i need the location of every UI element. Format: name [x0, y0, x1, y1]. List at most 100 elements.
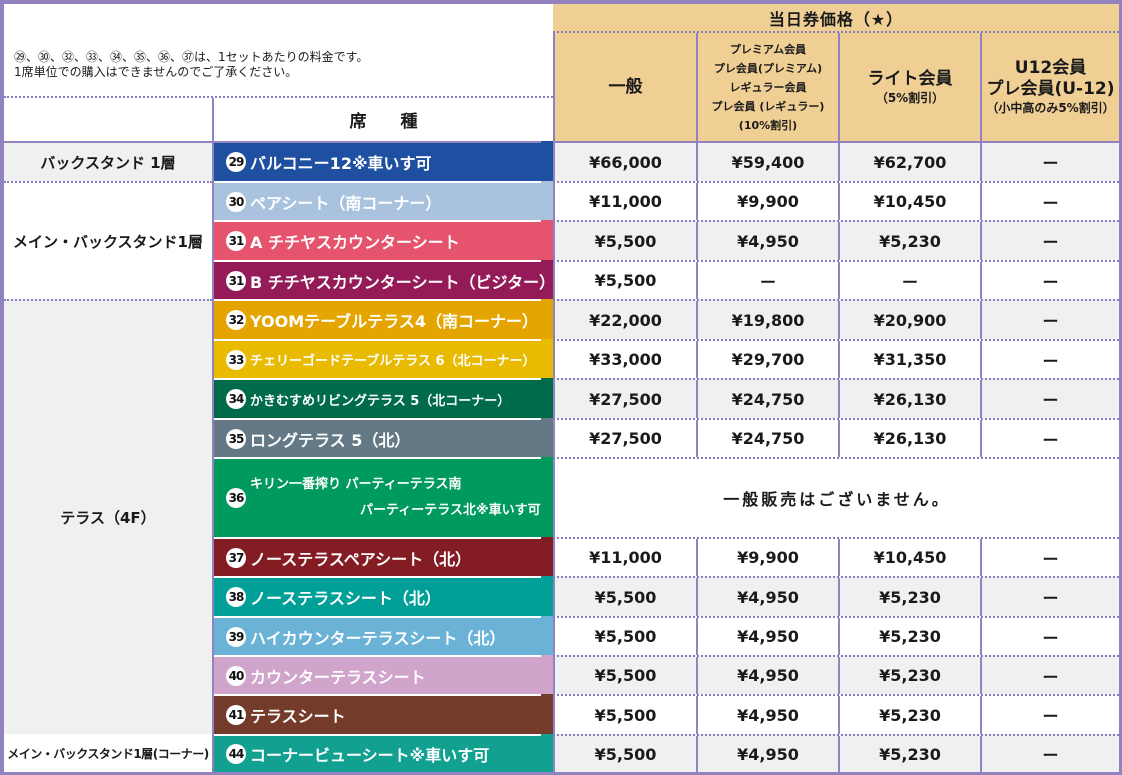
- price-u12: ー: [980, 539, 1119, 576]
- price-u12: ー: [980, 380, 1119, 418]
- seat-name: ノーステラスペアシート（北）: [250, 549, 472, 569]
- price-u12: ー: [980, 736, 1119, 772]
- price-row-40: ¥5,500 ¥4,950 ¥5,230 ー: [553, 655, 1119, 694]
- seat-name: ペアシート（南コーナー）: [250, 193, 442, 213]
- seat-name: かきむすめリビングテラス 5（北コーナー）: [250, 393, 511, 409]
- price-u12: ー: [980, 618, 1119, 655]
- price-group-header: 当日券価格（★）: [553, 4, 1119, 33]
- number-badge-icon: 33: [226, 349, 246, 370]
- number-badge-icon: 39: [226, 626, 246, 647]
- group-main-backstand-1f: メイン・バックスタンド1層: [4, 181, 212, 299]
- col-header-general: 一般: [553, 33, 696, 141]
- price-premium: ¥4,950: [696, 657, 838, 694]
- price-row-37: ¥11,000 ¥9,900 ¥10,450 ー: [553, 537, 1119, 576]
- price-u12: ー: [980, 262, 1119, 299]
- seat-name: チェリーゴードテーブルテラス 6（北コーナー）: [250, 354, 536, 369]
- price-light: ¥20,900: [838, 301, 980, 339]
- price-general: ¥66,000: [553, 143, 696, 181]
- seat-name: コーナービューシート※車いす可: [250, 746, 490, 765]
- price-premium: ¥4,950: [696, 578, 838, 616]
- price-general: ¥11,000: [553, 183, 696, 220]
- price-premium: ¥24,750: [696, 420, 838, 457]
- seat-name: ロングテラス 5（北）: [250, 430, 411, 450]
- number-badge-icon: 30: [226, 191, 246, 212]
- price-premium: ¥4,950: [696, 736, 838, 772]
- price-premium: ¥9,900: [696, 183, 838, 220]
- price-light: ¥5,230: [838, 222, 980, 260]
- price-general: ¥22,000: [553, 301, 696, 339]
- group-header-blank: [4, 98, 212, 141]
- price-light: ¥26,130: [838, 380, 980, 418]
- number-badge-icon: 31: [226, 270, 246, 291]
- seat-name: ノーステラスシート（北）: [250, 589, 441, 608]
- price-light: ¥5,230: [838, 657, 980, 694]
- price-premium: ¥19,800: [696, 301, 838, 339]
- seat-name: テラスシート: [250, 707, 346, 726]
- no-sale-notice: 一般販売はございません。: [553, 459, 1119, 537]
- price-premium: ¥4,950: [696, 222, 838, 260]
- seat-row-33: 33 チェリーゴードテーブルテラス 6（北コーナー）: [212, 339, 553, 378]
- price-light: ¥5,230: [838, 618, 980, 655]
- seat-name: バルコニー12※車いす可: [250, 154, 432, 173]
- seat-row-40: 40 カウンターテラスシート: [212, 655, 553, 694]
- price-row-32: ¥22,000 ¥19,800 ¥20,900 ー: [553, 299, 1119, 339]
- price-general: ¥5,500: [553, 657, 696, 694]
- price-u12: ー: [980, 657, 1119, 694]
- price-light: ¥10,450: [838, 183, 980, 220]
- group-corner: メイン・バックスタンド1層(コーナー): [7, 746, 209, 761]
- price-row-39: ¥5,500 ¥4,950 ¥5,230 ー: [553, 616, 1119, 655]
- price-light: ¥26,130: [838, 420, 980, 457]
- price-row-35: ¥27,500 ¥24,750 ¥26,130 ー: [553, 418, 1119, 457]
- price-row-30: ¥11,000 ¥9,900 ¥10,450 ー: [553, 181, 1119, 220]
- price-general: ¥11,000: [553, 539, 696, 576]
- price-light: ¥5,230: [838, 736, 980, 772]
- number-badge-icon: 31: [226, 231, 246, 251]
- seat-row-44: 44 コーナービューシート※車いす可: [212, 734, 553, 772]
- seat-name: A チチヤスカウンターシート: [250, 233, 460, 252]
- col-header-light: ライト会員 （5%割引）: [838, 33, 980, 141]
- seat-row-36: 36 キリン一番搾り パーティーテラス南 パーティーテラス北※車いす可: [212, 457, 553, 537]
- price-general: ¥5,500: [553, 222, 696, 260]
- price-u12: ー: [980, 301, 1119, 339]
- price-premium: ¥4,950: [696, 696, 838, 734]
- number-badge-icon: 40: [226, 665, 246, 686]
- seat-row-34: 34 かきむすめリビングテラス 5（北コーナー）: [212, 378, 553, 418]
- price-row-29: ¥66,000 ¥59,400 ¥62,700 ー: [553, 141, 1119, 181]
- price-premium: ー: [696, 262, 838, 299]
- seat-row-41: 41 テラスシート: [212, 694, 553, 734]
- price-general: ¥5,500: [553, 618, 696, 655]
- price-general: ¥33,000: [553, 341, 696, 378]
- seat-row-39: 39 ハイカウンターテラスシート（北）: [212, 616, 553, 655]
- seat-row-35: 35 ロングテラス 5（北）: [212, 418, 553, 457]
- seat-name-line-1: キリン一番搾り パーティーテラス南: [250, 477, 462, 492]
- price-u12: ー: [980, 222, 1119, 260]
- number-badge-icon: 38: [226, 587, 246, 607]
- price-light: ¥62,700: [838, 143, 980, 181]
- price-u12: ー: [980, 183, 1119, 220]
- price-general: ¥27,500: [553, 380, 696, 418]
- price-premium: ¥29,700: [696, 341, 838, 378]
- group-backstand-1f: バックスタンド 1層: [4, 141, 212, 181]
- price-light: ¥31,350: [838, 341, 980, 378]
- price-light: ¥10,450: [838, 539, 980, 576]
- price-premium: ¥24,750: [696, 380, 838, 418]
- number-badge-icon: 34: [226, 389, 246, 409]
- price-light: ー: [838, 262, 980, 299]
- price-premium: ¥4,950: [696, 618, 838, 655]
- number-badge-icon: 44: [226, 744, 246, 764]
- seat-row-38: 38 ノーステラスシート（北）: [212, 576, 553, 616]
- price-light: ¥5,230: [838, 578, 980, 616]
- number-badge-icon: 35: [226, 428, 246, 449]
- seat-name: カウンターテラスシート: [250, 667, 426, 687]
- seat-row-29: 29 バルコニー12※車いす可: [212, 141, 553, 181]
- price-premium: ¥59,400: [696, 143, 838, 181]
- col-header-premium-regular: プレミアム会員 プレ会員(プレミアム) レギュラー会員 プレ会員 (レギュラー)…: [696, 33, 838, 141]
- col-header-u12: U12会員 プレ会員(U-12) （小中高のみ5%割引）: [980, 33, 1119, 141]
- group-terrace-4f: テラス（4F）: [4, 299, 212, 734]
- price-row-33: ¥33,000 ¥29,700 ¥31,350 ー: [553, 339, 1119, 378]
- seat-type-header: 席 種: [212, 98, 553, 141]
- seat-name: YOOMテーブルテラス4（南コーナー）: [250, 312, 538, 331]
- number-badge-icon: 36: [226, 488, 246, 508]
- seat-row-37: 37 ノーステラスペアシート（北）: [212, 537, 553, 576]
- number-badge-icon: 37: [226, 547, 246, 568]
